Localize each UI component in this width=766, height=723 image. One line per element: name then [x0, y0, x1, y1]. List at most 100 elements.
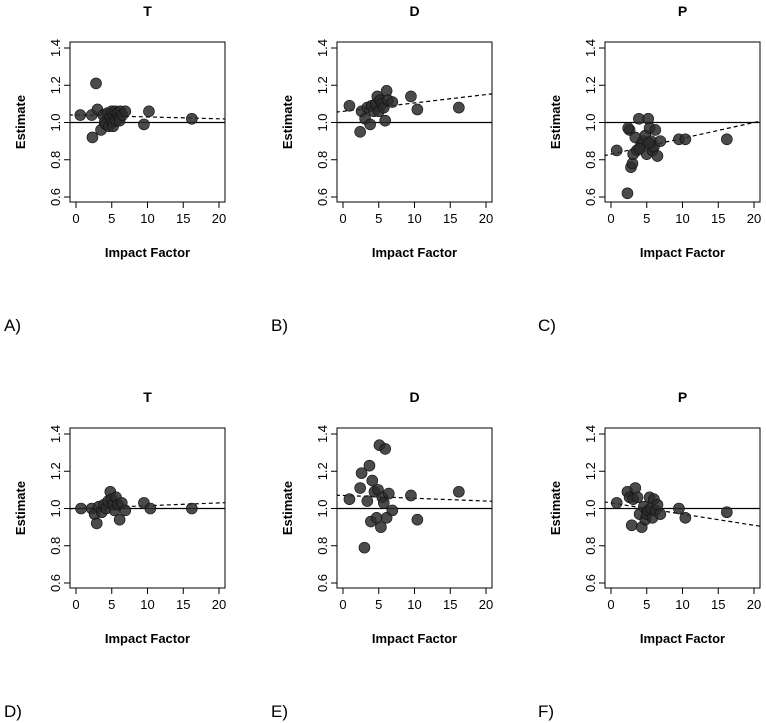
- panel-b-y-axis-title: Estimate: [280, 95, 295, 149]
- panel-e-title: D: [409, 389, 419, 405]
- panel-a-x-tick-label: 10: [140, 211, 154, 226]
- panel-a-y-tick-label: 0.6: [48, 188, 63, 206]
- panel-f-y-tick-label: 0.8: [583, 537, 598, 555]
- panel-d-title: T: [143, 389, 152, 405]
- panel-d-x-tick-label: 20: [212, 597, 226, 612]
- panel-e-point: [361, 495, 374, 507]
- panel-c-y-tick-label: 0.6: [583, 188, 598, 206]
- panel-f-x-tick-label: 10: [675, 597, 689, 612]
- panel-f-point: [654, 508, 667, 520]
- panel-c-point: [610, 144, 623, 157]
- panel-e-point: [382, 487, 395, 500]
- panel-b-title: D: [409, 3, 419, 19]
- panel-e-y-tick-label: 1.2: [315, 462, 330, 480]
- panel-f-point: [625, 519, 638, 532]
- panel-c-point: [643, 137, 655, 149]
- panel-b-y-tick-label: 1.2: [315, 76, 330, 94]
- panel-b-point: [386, 96, 399, 108]
- panel-e-point: [358, 541, 371, 554]
- panel-c-point: [679, 133, 692, 146]
- panel-d-point: [90, 517, 103, 530]
- panel-c-point: [721, 133, 733, 146]
- panel-b-point: [379, 114, 391, 127]
- panel-e-point: [379, 443, 391, 455]
- panel-f-y-tick-label: 1.4: [583, 425, 598, 443]
- panel-d-point: [113, 513, 126, 526]
- panel-d-point: [119, 504, 132, 517]
- panel-d-y-tick-label: 1.4: [48, 425, 63, 443]
- panel-e: D E) 0 5 10 15 20 0.6 0.8 1.0 1.2 1.4 Impact Factor E…: [271, 389, 493, 721]
- panel-f-x-tick-label: 15: [711, 597, 725, 612]
- panel-a-title: T: [143, 3, 152, 19]
- panel-b-x-tick-label: 10: [407, 211, 421, 226]
- panel-b-point: [343, 99, 356, 112]
- panel-b-x-axis-title: Impact Factor: [372, 245, 457, 260]
- panel-d-x-tick-label: 15: [176, 597, 190, 612]
- panel-a: T A) 0 5 10 15 20 0.6 0.8 1.0 1.2 1.4 Impact Factor E…: [4, 3, 226, 335]
- panel-b-x-tick-label: 15: [443, 211, 457, 226]
- panel-f-point: [673, 502, 685, 515]
- panel-b-x-tick-label: 5: [375, 211, 382, 226]
- panel-d-y-tick-label: 0.8: [48, 537, 63, 555]
- panel-f-point: [631, 491, 644, 504]
- panel-b-point: [354, 126, 366, 138]
- panel-c-y-tick-label: 1.2: [583, 76, 598, 94]
- panel-c-x-tick-label: 10: [675, 211, 689, 226]
- panel-d-point: [144, 502, 157, 515]
- panel-a-y-tick-label: 1.4: [48, 39, 63, 57]
- panel-a-x-tick-label: 0: [72, 211, 79, 226]
- panel-e-x-tick-label: 5: [375, 597, 382, 612]
- panel-a-point: [186, 112, 198, 125]
- panel-a-y-tick-label: 1.2: [48, 76, 63, 94]
- panel-b-y-tick-label: 0.6: [315, 188, 330, 206]
- panel-c-y-tick-label: 1.4: [583, 39, 598, 57]
- panel-e-point: [363, 459, 376, 472]
- panel-a-point: [90, 77, 102, 90]
- panel-f-y-tick-label: 0.6: [583, 574, 598, 592]
- panel-c-point: [651, 150, 664, 162]
- panel-f-point: [721, 506, 733, 519]
- panel-d: T D) 0 5 10 15 20 0.6 0.8 1.0 1.2 1.4 Impact Factor E…: [4, 389, 226, 721]
- panel-e-point: [343, 493, 356, 505]
- panel-e-y-tick-label: 1.0: [315, 499, 330, 517]
- panel-a-point: [143, 105, 155, 118]
- panel-d-x-tick-label: 10: [140, 597, 154, 612]
- panel-e-x-tick-label: 15: [443, 597, 457, 612]
- panel-e-point: [354, 482, 366, 494]
- panel-d-point: [75, 502, 87, 515]
- panel-d-label: D): [4, 702, 22, 721]
- panel-e-x-tick-label: 20: [479, 597, 493, 612]
- panel-d-y-tick-label: 1.0: [48, 499, 63, 517]
- panel-a-x-tick-label: 5: [108, 211, 115, 226]
- panel-a-point: [119, 105, 132, 118]
- panel-c-point: [633, 142, 646, 155]
- panel-f-point: [610, 497, 623, 509]
- panel-e-y-tick-label: 1.4: [315, 425, 330, 443]
- panel-e-x-tick-label: 0: [339, 597, 346, 612]
- panel-f-label: F): [538, 702, 554, 721]
- panel-f-x-tick-label: 20: [747, 597, 761, 612]
- panel-e-point: [375, 521, 387, 533]
- panel-e-point: [411, 513, 424, 526]
- panel-c-label: C): [538, 316, 556, 335]
- panel-a-y-axis-title: Estimate: [13, 95, 28, 149]
- panel-b-y-tick-label: 1.4: [315, 39, 330, 57]
- panel-e-point: [405, 489, 417, 502]
- panel-b-y-tick-label: 1.0: [315, 113, 330, 131]
- panel-b-x-tick-label: 20: [479, 211, 493, 226]
- panel-c-x-tick-label: 15: [711, 211, 725, 226]
- panel-e-x-tick-label: 10: [407, 597, 421, 612]
- panel-a-label: A): [4, 316, 21, 335]
- panel-c: P C) 0 5 10 15 20 0.6 0.8 1.0 1.2 1.4 Impact Factor E…: [538, 3, 761, 335]
- panel-a-x-axis-title: Impact Factor: [105, 245, 190, 260]
- panel-f-point: [679, 512, 692, 524]
- panel-e-y-tick-label: 0.6: [315, 574, 330, 592]
- panel-e-x-axis-title: Impact Factor: [372, 631, 457, 646]
- panel-f-y-tick-label: 1.0: [583, 499, 598, 517]
- panel-e-point: [453, 485, 465, 498]
- panel-e-point: [366, 474, 379, 487]
- panel-b-point: [364, 118, 376, 131]
- panel-d-x-tick-label: 5: [108, 597, 115, 612]
- panel-e-label: E): [271, 702, 288, 721]
- panel-a-point: [86, 131, 99, 144]
